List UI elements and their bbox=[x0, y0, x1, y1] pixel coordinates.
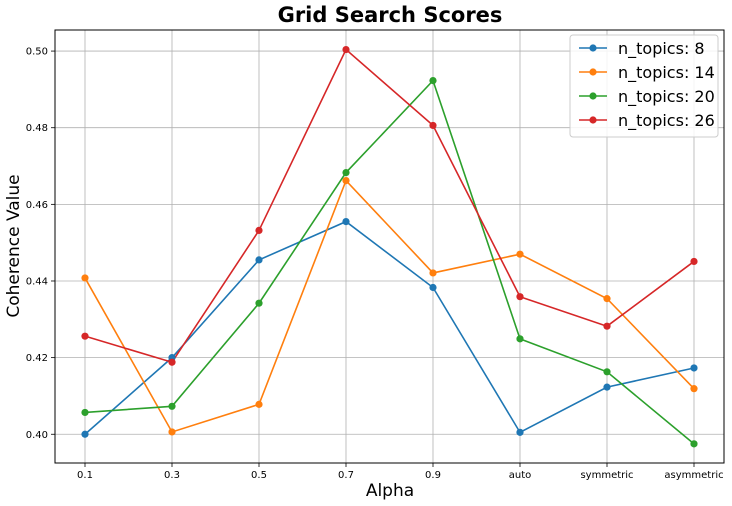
data-point bbox=[342, 45, 350, 54]
y-tick-label: 0.42 bbox=[26, 353, 48, 364]
legend: n_topics: 8 n_topics: 14 n_topics: 20 n_top… bbox=[569, 34, 719, 138]
legend-marker bbox=[589, 44, 597, 52]
chart-title: Grid Search Scores bbox=[278, 3, 503, 27]
y-tick-label: 0.50 bbox=[26, 47, 48, 58]
data-point bbox=[342, 176, 350, 185]
y-tick-label: 0.46 bbox=[26, 200, 48, 211]
data-point bbox=[516, 250, 524, 258]
legend-box bbox=[569, 34, 719, 138]
series-line-3 bbox=[84, 48, 695, 364]
legend-label: n_topics: 14 bbox=[618, 63, 715, 83]
legend-marker bbox=[589, 68, 597, 76]
data-point bbox=[516, 428, 524, 436]
data-point bbox=[81, 408, 89, 417]
data-point bbox=[342, 217, 350, 226]
x-tick-label: 0.7 bbox=[338, 470, 354, 481]
data-point bbox=[429, 283, 437, 292]
data-point bbox=[690, 385, 698, 393]
series-line-1 bbox=[84, 179, 695, 433]
data-point bbox=[603, 295, 611, 303]
legend-marker bbox=[589, 116, 597, 124]
y-tick-label: 0.44 bbox=[26, 276, 48, 287]
x-tick-label: 0.5 bbox=[251, 470, 267, 481]
y-tick-label: 0.40 bbox=[26, 430, 48, 441]
legend-label: n_topics: 8 bbox=[618, 39, 705, 59]
x-tick-label: auto bbox=[509, 470, 532, 481]
data-point bbox=[168, 358, 176, 366]
data-point bbox=[429, 76, 437, 85]
data-point bbox=[603, 368, 611, 376]
data-point bbox=[168, 402, 176, 410]
data-point bbox=[690, 440, 698, 448]
x-tick-label: 0.9 bbox=[425, 470, 441, 481]
plot-frame bbox=[54, 29, 725, 464]
data-point bbox=[255, 299, 263, 307]
legend-label: n_topics: 26 bbox=[618, 111, 715, 131]
y-axis-label: Coherence Value bbox=[4, 174, 24, 317]
data-point bbox=[603, 322, 611, 330]
x-axis-label: Alpha bbox=[366, 481, 414, 501]
x-tick-label: 0.1 bbox=[77, 470, 93, 481]
y-axis: 0.40 0.42 0.44 0.46 0.48 0.50 bbox=[26, 47, 55, 441]
data-point bbox=[516, 335, 524, 343]
y-tick-label: 0.48 bbox=[26, 123, 48, 134]
series-points bbox=[81, 45, 698, 448]
data-point bbox=[690, 257, 698, 266]
x-axis: 0.1 0.3 0.5 0.7 0.9 auto symmetric asymmetric bbox=[77, 463, 724, 481]
data-point bbox=[255, 400, 263, 408]
data-point bbox=[516, 293, 524, 301]
series-lines bbox=[84, 48, 695, 445]
x-tick-label: asymmetric bbox=[664, 470, 723, 481]
x-tick-label: 0.3 bbox=[164, 470, 180, 481]
data-point bbox=[690, 364, 698, 372]
data-point bbox=[342, 168, 350, 177]
data-point bbox=[603, 383, 611, 391]
x-tick-label: symmetric bbox=[580, 470, 633, 481]
legend-label: n_topics: 20 bbox=[618, 87, 715, 107]
data-point bbox=[81, 430, 89, 438]
data-point bbox=[81, 332, 89, 340]
data-point bbox=[255, 256, 263, 264]
legend-marker bbox=[589, 92, 597, 100]
data-point bbox=[255, 226, 263, 235]
data-point bbox=[81, 274, 89, 282]
data-point bbox=[429, 121, 437, 130]
data-point bbox=[429, 269, 437, 277]
data-point bbox=[168, 428, 176, 436]
series-line-2 bbox=[84, 79, 695, 445]
